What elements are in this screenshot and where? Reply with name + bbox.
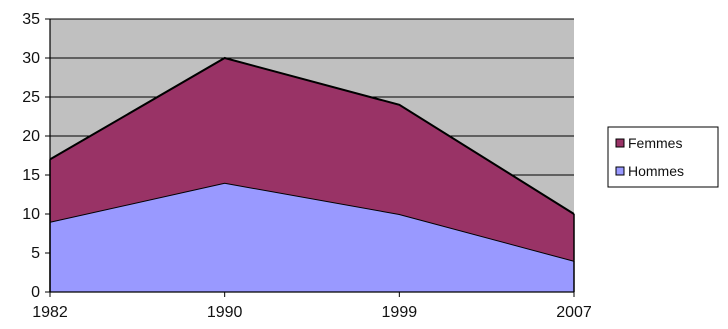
y-tick-label: 10 <box>22 206 40 223</box>
legend-box <box>607 126 719 188</box>
axes <box>45 18 575 297</box>
legend-label-femmes: Femmes <box>628 135 682 151</box>
x-tick-label: 1990 <box>207 304 243 321</box>
legend-label-hommes: Hommes <box>628 163 684 179</box>
y-tick-label: 15 <box>22 167 40 184</box>
area-femmes <box>50 58 574 261</box>
y-tick-label: 30 <box>22 50 40 67</box>
x-tick-labels: 1982 1990 1999 2007 <box>32 304 592 321</box>
x-tick-label: 1999 <box>382 304 418 321</box>
legend-swatch-femmes <box>615 138 625 148</box>
legend: Femmes Hommes <box>607 126 719 188</box>
legend-swatch-hommes <box>615 166 625 176</box>
x-tick-label: 1982 <box>32 304 68 321</box>
y-tick-label: 5 <box>31 245 40 262</box>
y-tick-label: 0 <box>31 284 40 301</box>
y-tick-labels: 0 5 10 15 20 25 30 35 <box>22 11 40 301</box>
area-hommes <box>50 182 574 292</box>
x-tick-label: 2007 <box>556 304 592 321</box>
area-edge-femmes <box>49 56 575 215</box>
y-tick-label: 35 <box>22 11 40 28</box>
y-tick-label: 25 <box>22 89 40 106</box>
y-tick-label: 20 <box>22 128 40 145</box>
